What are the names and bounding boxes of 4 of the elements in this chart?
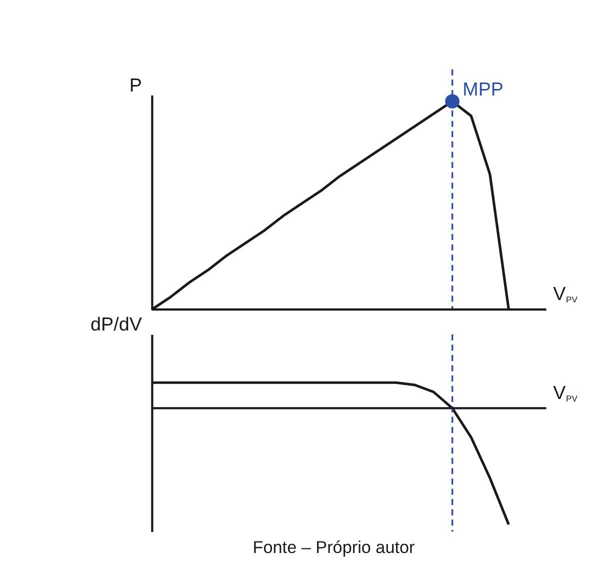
y-axis-title: dP/dV	[90, 314, 142, 335]
y-axis-title: P	[129, 74, 142, 96]
text: MPP	[462, 78, 504, 100]
source-note: Fonte – Próprio autor	[252, 537, 416, 558]
